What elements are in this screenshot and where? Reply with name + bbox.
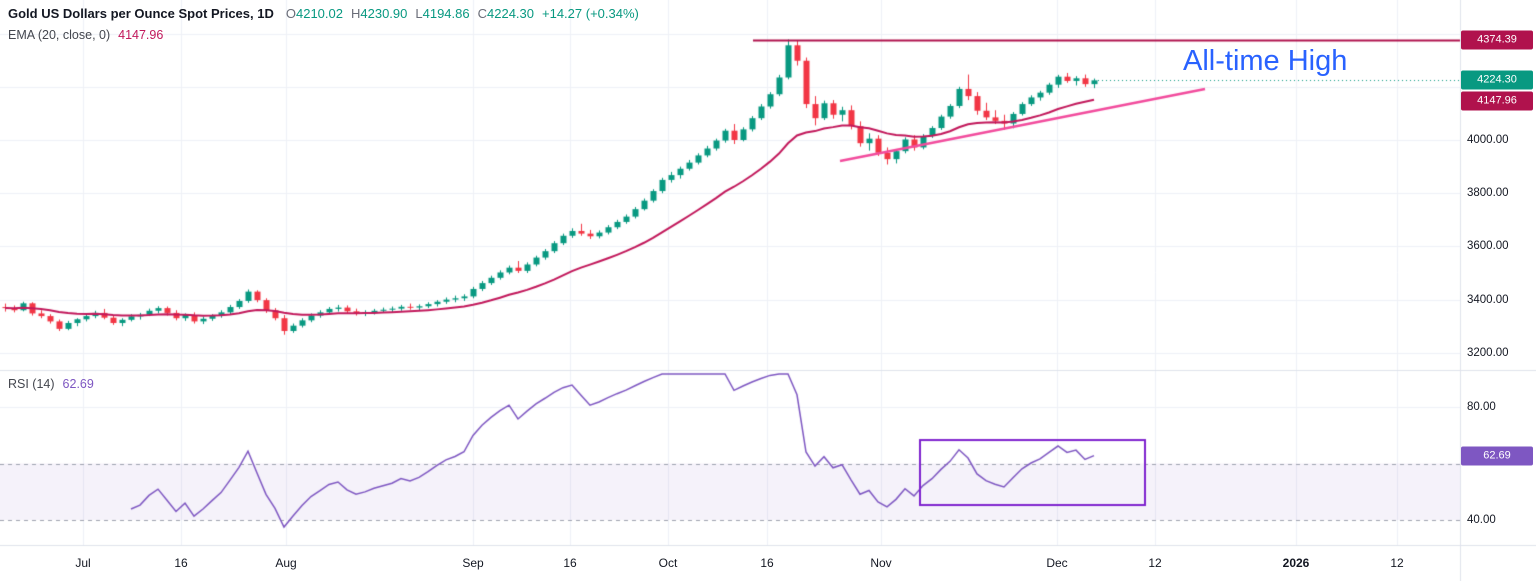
price-axis-label: 3800.00 xyxy=(1467,187,1509,200)
price-axis-badge: 4147.96 xyxy=(1461,91,1533,111)
time-axis-label: 16 xyxy=(174,556,188,570)
symbol-title[interactable]: Gold US Dollars per Ounce Spot Prices, 1… xyxy=(8,6,274,21)
ema-legend[interactable]: EMA (20, close, 0) 4147.96 xyxy=(8,28,163,42)
rsi-axis-badge: 62.69 xyxy=(1461,446,1533,466)
rsi-legend[interactable]: RSI (14) 62.69 xyxy=(8,377,94,391)
rsi-axis-label: 40.00 xyxy=(1467,514,1496,526)
time-axis-label: Sep xyxy=(462,556,484,570)
price-axis-label: 4000.00 xyxy=(1467,134,1509,146)
ema-value: 4147.96 xyxy=(118,28,164,42)
ohlc-open-label: O xyxy=(285,6,296,21)
rsi-label: RSI (14) xyxy=(8,377,55,391)
ohlc-low-value: 4194.86 xyxy=(422,6,470,21)
price-change: +14.27 (+0.34%) xyxy=(542,6,639,21)
price-axis-badge: 4224.30 xyxy=(1461,70,1533,90)
all-time-high-annotation[interactable]: All-time High xyxy=(1183,45,1348,77)
price-axis-label: 3600.00 xyxy=(1467,240,1509,253)
price-axis-label: 3400.00 xyxy=(1467,293,1509,306)
price-axis-label: 3200.00 xyxy=(1467,346,1509,359)
rsi-axis-label: 80.00 xyxy=(1467,401,1496,413)
time-axis-label: 16 xyxy=(760,556,774,570)
time-axis[interactable]: Jul 16 Aug Sep 16 Oct 16 Nov Dec 12 2026 12 xyxy=(0,545,1536,581)
symbol-legend[interactable]: Gold US Dollars per Ounce Spot Prices, 1… xyxy=(8,6,639,21)
ohlc-open-value: 4210.02 xyxy=(295,6,343,21)
time-axis-label: 12 xyxy=(1390,556,1404,570)
time-axis-label: Oct xyxy=(658,556,678,570)
ohlc-high-value: 4230.90 xyxy=(360,6,408,21)
rsi-value: 62.69 xyxy=(62,377,94,391)
time-axis-label: 16 xyxy=(563,556,577,570)
ohlc-close-value: 4224.30 xyxy=(487,6,534,21)
time-axis-label: Jul xyxy=(75,556,91,570)
price-axis[interactable]: 4000.00 3800.00 3600.00 3400.00 3200.00 4374.… xyxy=(1460,0,1536,545)
price-axis-badge: 4374.39 xyxy=(1461,30,1533,50)
time-axis-label: 12 xyxy=(1148,556,1162,570)
ohlc-high-label: H xyxy=(350,6,361,21)
ohlc-low-label: L xyxy=(415,6,423,21)
ema-label: EMA (20, close, 0) xyxy=(8,28,111,42)
time-axis-label: Nov xyxy=(870,556,892,570)
time-axis-label: 2026 xyxy=(1282,556,1310,570)
time-axis-label: Aug xyxy=(275,556,297,570)
ohlc-close-label: C xyxy=(477,6,487,21)
time-axis-label: Dec xyxy=(1046,556,1068,570)
